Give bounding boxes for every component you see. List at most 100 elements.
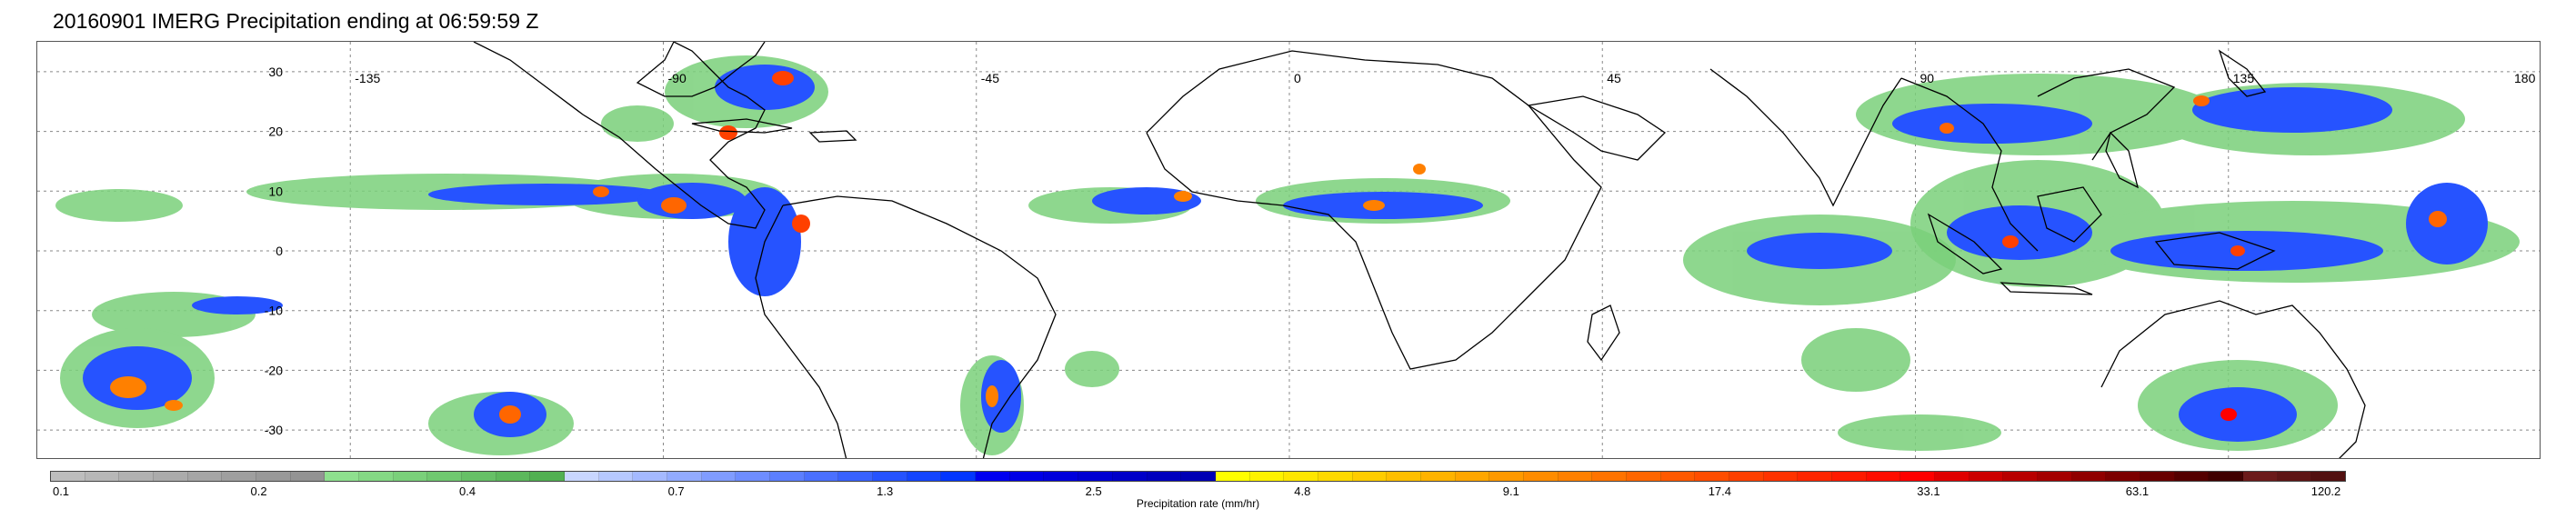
colorbar-cell: [873, 472, 907, 481]
lat-label-2: 10: [268, 184, 283, 198]
lon-label-7: 180: [2514, 71, 2536, 85]
colorbar-cell: [1660, 472, 1696, 481]
colorbar-tick-label: 120.2: [2310, 484, 2341, 498]
colorbar-cell: [325, 472, 360, 481]
colorbar-cell: [427, 472, 463, 481]
colorbar-cell: [51, 472, 85, 481]
rain-blob-west-pacific-north-heavy: [1940, 95, 2447, 227]
colorbar-cell: [1763, 472, 1799, 481]
coastline-sumatra: [1927, 213, 2003, 274]
colorbar-cell: [1558, 472, 1593, 481]
colorbar-cell: [2174, 472, 2210, 481]
colorbar-cell: [1626, 472, 1661, 481]
colorbar-cell: [359, 472, 394, 481]
coastline-australia: [2100, 300, 2366, 458]
coastline-japan: [2218, 49, 2267, 97]
colorbar-tick-label: 9.1: [1502, 484, 1519, 498]
colorbar-cell: [976, 472, 1010, 481]
colorbar-cell: [2037, 472, 2072, 481]
precipitation-field: [55, 55, 2520, 455]
lat-label-3: 0: [276, 244, 283, 258]
colorbar-tick-label: 0.1: [52, 484, 70, 498]
rain-blob-south-pacific-heavy: [499, 405, 521, 424]
colorbar-cell: [2243, 472, 2278, 481]
colorbar-cell: [1318, 472, 1353, 481]
colorbar-cell: [1695, 472, 1729, 481]
rain-blob-maritime-continent-heavy: [2002, 235, 2245, 256]
rain-blob-atlantic-itcz-heavy: [1174, 164, 1426, 211]
rain-blob-pacific-w-heavy: [110, 376, 183, 411]
colorbar-cell: [838, 472, 874, 481]
colorbar-cell: [2311, 472, 2346, 481]
colorbar-cell: [770, 472, 805, 481]
longitude-labels: -135 -90 -45 0 45 90 135 180: [355, 71, 2535, 85]
latitude-labels: 30 20 10 0 -10 -20 -30: [265, 65, 283, 437]
colorbar-cell: [598, 472, 634, 481]
colorbar-cell: [1523, 472, 1559, 481]
colorbar-cell: [1592, 472, 1627, 481]
lon-label-4: 45: [1607, 71, 1621, 85]
colorbar-cell: [1934, 472, 1970, 481]
colorbar-cell: [154, 472, 188, 481]
lon-label-5: 90: [1920, 71, 1935, 85]
colorbar-cell: [1798, 472, 1832, 481]
rain-blob-indian-ocean: [1683, 215, 2001, 451]
colorbar-cell: [565, 472, 599, 481]
coastline-south-america: [755, 195, 1057, 458]
lon-label-1: -90: [668, 71, 687, 85]
colorbar-cell: [1831, 472, 1867, 481]
colorbar-tick-label: 63.1: [2125, 484, 2150, 498]
colorbar-cell: [633, 472, 668, 481]
rain-blob-australia-heavy: [2220, 408, 2237, 421]
colorbar-tick-label: 0.7: [667, 484, 685, 498]
colorbar-cell: [1455, 472, 1490, 481]
colorbar-cell: [393, 472, 428, 481]
rain-blob-australia-core: [2179, 387, 2297, 442]
lon-label-2: -45: [981, 71, 999, 85]
colorbar-cell: [496, 472, 531, 481]
colorbar-cell: [1866, 472, 1901, 481]
coastline-madagascar: [1587, 304, 1620, 362]
colorbar-cell: [941, 472, 977, 481]
rain-blob-west-pacific-north-core: [1892, 87, 2488, 264]
coastline-north-america: [473, 42, 766, 229]
coastline-philippines: [2105, 131, 2139, 189]
rain-blob-itcz-east-pacific-heavy: [593, 186, 687, 214]
coastline-new-guinea: [2154, 232, 2276, 270]
colorbar-tick-label: 33.1: [1917, 484, 1940, 498]
lat-label-5: -20: [265, 363, 283, 377]
coastline-arabia: [1527, 95, 1667, 161]
colorbar-cell: [907, 472, 942, 481]
coastline-india: [1709, 68, 1902, 207]
coastline-florida-gulf: [636, 42, 766, 97]
colorbar-cell: [2071, 472, 2107, 481]
colorbar-tick-label: 0.2: [250, 484, 267, 498]
colorbar-cell: [1181, 472, 1216, 481]
colorbar-tick-label: 17.4: [1708, 484, 1732, 498]
colorbar-cell: [1147, 472, 1182, 481]
colorbar-tick-label: 4.8: [1294, 484, 1311, 498]
lon-label-3: 0: [1294, 71, 1301, 85]
coastlines: [473, 42, 2366, 458]
rain-blob-south-america-heavy: [986, 385, 998, 407]
rain-blob-indian-ocean-core: [1747, 233, 1892, 269]
colorbar-cell: [1969, 472, 2004, 481]
colorbar: [50, 471, 2346, 482]
colorbar-tick-label: 2.5: [1085, 484, 1102, 498]
colorbar-cell: [1009, 472, 1045, 481]
colorbar-cell: [1420, 472, 1456, 481]
colorbar-tick-label: 0.4: [459, 484, 476, 498]
colorbar-cell: [1044, 472, 1079, 481]
coastline-africa: [1146, 50, 1602, 370]
colorbar-cell: [530, 472, 566, 481]
lat-label-6: -30: [265, 423, 283, 437]
colorbar-cell: [1489, 472, 1524, 481]
colorbar-cell: [667, 472, 702, 481]
colorbar-cell: [1729, 472, 1764, 481]
colorbar-cell: [2106, 472, 2140, 481]
lon-label-6: 135: [2233, 71, 2255, 85]
colorbar-label: Precipitation rate (mm/hr): [1136, 497, 1260, 510]
colorbar-cell: [2277, 472, 2312, 481]
coastline-hispaniola: [808, 130, 857, 143]
lat-label-4: -10: [265, 304, 283, 318]
